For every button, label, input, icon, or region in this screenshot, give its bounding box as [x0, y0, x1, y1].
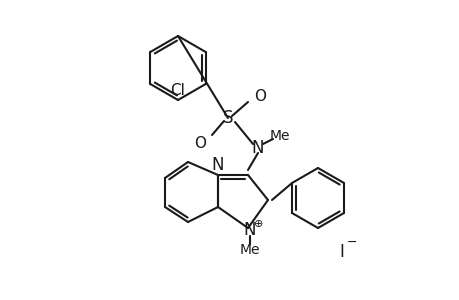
Text: −: − [346, 236, 357, 248]
Text: I: I [339, 243, 344, 261]
Text: O: O [194, 136, 206, 151]
Text: ⊕: ⊕ [254, 219, 263, 229]
Text: N: N [211, 156, 224, 174]
Text: Cl: Cl [170, 82, 185, 98]
Text: N: N [251, 139, 263, 157]
Text: Me: Me [239, 243, 260, 257]
Text: N: N [243, 221, 256, 239]
Text: S: S [222, 109, 233, 127]
Text: O: O [253, 88, 265, 104]
Text: Me: Me [269, 129, 290, 143]
